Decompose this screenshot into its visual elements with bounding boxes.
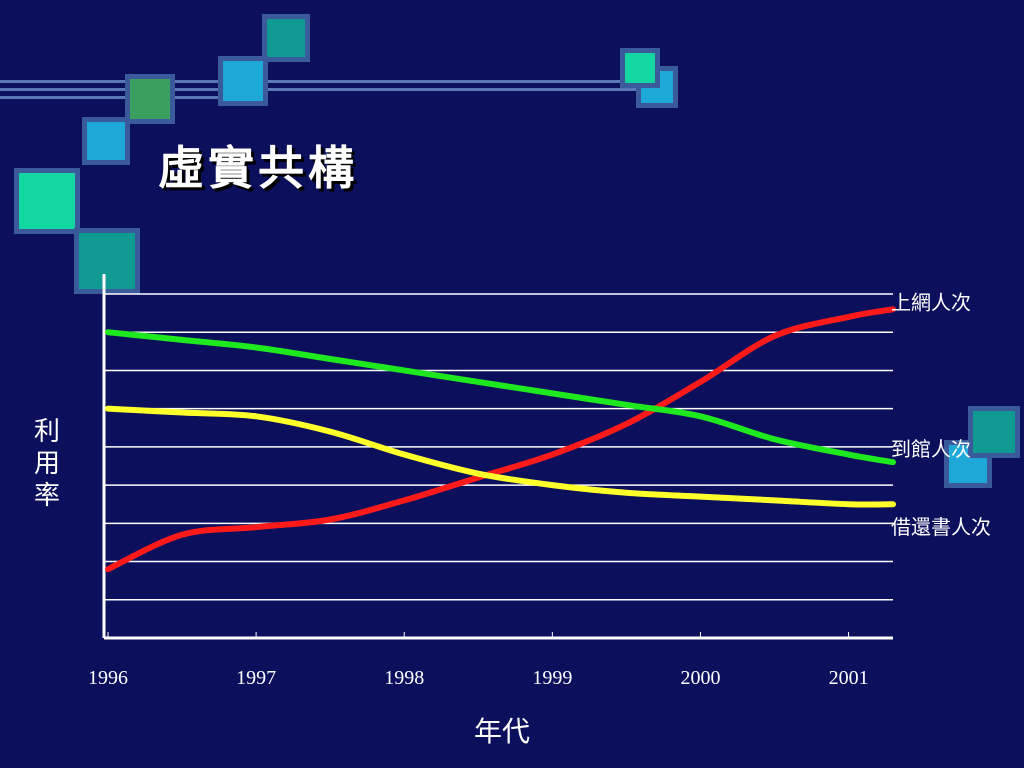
decor-square [82,117,130,165]
slide-title: 虛實共構 [158,141,358,195]
x-tick-label: 2000 [680,667,720,689]
x-axis-label: 年代 [474,715,531,748]
series-label: 上網人次 [891,290,971,314]
decor-square [968,406,1020,458]
x-tick-label: 1997 [236,667,276,689]
series-line [105,306,896,573]
x-tick-label: 1996 [88,667,128,689]
y-axis-label: 利用率 [33,417,60,511]
x-tick-label: 1998 [384,667,424,689]
x-tick-label: 2001 [829,667,869,689]
decor-line [0,88,660,91]
decor-line [0,96,220,99]
decor-square [262,14,310,62]
decor-square [14,168,80,234]
decor-square [218,56,268,106]
x-tick-label: 1999 [532,667,572,689]
series-label: 到館人次 [891,437,971,461]
decor-square [620,48,660,88]
series-label: 借還書人次 [891,515,991,539]
series-line [105,405,896,508]
decor-line [0,80,660,83]
series-line [105,329,896,466]
decor-square [74,228,140,294]
decor-square [125,74,175,124]
